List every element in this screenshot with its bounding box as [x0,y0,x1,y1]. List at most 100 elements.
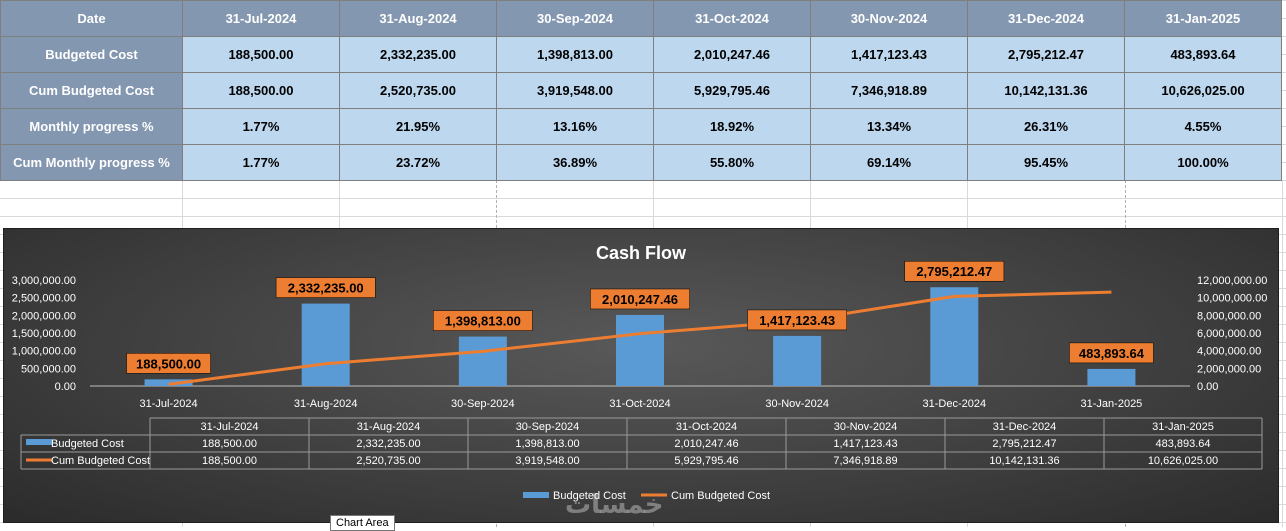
row-label[interactable]: Monthly progress % [0,108,183,145]
table-row: Cum Budgeted Cost 188,500.00 2,520,735.0… [0,72,1282,109]
table-cell[interactable]: 3,919,548.00 [496,72,654,109]
data-label-box [747,309,847,331]
table-cell[interactable]: 36.89% [496,144,654,181]
data-table-cell: 30-Nov-2024 [834,421,898,433]
data-table-cell: 3,919,548.00 [515,455,579,467]
x-tick-label: 31-Jan-2025 [1081,398,1143,410]
table-cell[interactable]: 69.14% [810,144,968,181]
data-table-cell: 31-Oct-2024 [676,421,737,433]
table-header-cell[interactable]: 30-Sep-2024 [496,0,654,37]
legend-key-bar [26,439,52,445]
table-cell[interactable]: 13.16% [496,108,654,145]
y2-tick-label: 6,000,000.00 [1197,328,1261,340]
table-cell[interactable]: 10,626,025.00 [1124,72,1282,109]
data-label-box [590,288,690,310]
legend-label: Cum Budgeted Cost [671,490,770,502]
table-cell[interactable]: 23.72% [339,144,497,181]
table-cell[interactable]: 1,398,813.00 [496,36,654,73]
table-cell[interactable]: 4.55% [1124,108,1282,145]
table-cell[interactable]: 1.77% [182,144,340,181]
x-tick-label: 31-Aug-2024 [294,398,358,410]
data-label: 2,010,247.46 [602,292,678,307]
table-header-cell[interactable]: 31-Aug-2024 [339,0,497,37]
table-cell[interactable]: 18.92% [653,108,811,145]
y-tick-label: 2,000,000.00 [12,310,76,322]
y-tick-label: 1,000,000.00 [12,346,76,358]
y2-tick-label: 0.00 [1197,381,1218,393]
chart-area[interactable]: Cash Flow 0.00 500,000.00 1,000,000.00 1,500… [3,228,1279,523]
table-row: Cum Monthly progress % 1.77% 23.72% 36.8… [0,144,1282,181]
table-cell[interactable]: 2,010,247.46 [653,36,811,73]
table-cell[interactable]: 100.00% [1124,144,1282,181]
row-label[interactable]: Budgeted Cost [0,36,183,73]
data-table-series-label: Budgeted Cost [51,438,124,450]
y2-tick-label: 10,000,000.00 [1197,293,1267,305]
table-cell[interactable]: 7,346,918.89 [810,72,968,109]
y-tick-label: 2,500,000.00 [12,293,76,305]
y-tick-label: 500,000.00 [21,363,76,375]
table-header-cell[interactable]: 31-Jan-2025 [1124,0,1282,37]
data-label: 1,417,123.43 [759,313,835,328]
x-tick-label: 30-Sep-2024 [451,398,515,410]
data-label-box [275,277,376,298]
table-cell[interactable]: 188,500.00 [182,72,340,109]
table-cell[interactable]: 188,500.00 [182,36,340,73]
table-header-cell[interactable]: 31-Oct-2024 [653,0,811,37]
data-table-cell: 1,398,813.00 [515,438,579,450]
table-cell[interactable]: 1.77% [182,108,340,145]
table-cell[interactable]: 95.45% [967,144,1125,181]
data-table-cell: 188,500.00 [202,438,257,450]
table-cell[interactable]: 10,142,131.36 [967,72,1125,109]
table-header-cell[interactable]: 31-Jul-2024 [182,0,340,37]
y2-tick-label: 2,000,000.00 [1197,363,1261,375]
table-row: Budgeted Cost 188,500.00 2,332,235.00 1,… [0,36,1282,73]
row-label[interactable]: Cum Budgeted Cost [0,72,183,109]
table-cell[interactable]: 13.34% [810,108,968,145]
cost-table: Date 31-Jul-2024 31-Aug-2024 30-Sep-2024… [0,0,1282,181]
table-cell[interactable]: 26.31% [967,108,1125,145]
y2-tick-label: 8,000,000.00 [1197,310,1261,322]
table-cell[interactable]: 55.80% [653,144,811,181]
data-label: 1,398,813.00 [445,314,521,329]
data-table-cell: 31-Jul-2024 [200,421,258,433]
table-cell[interactable]: 1,417,123.43 [810,36,968,73]
data-table-cell: 10,626,025.00 [1148,455,1218,467]
chart-area-tooltip: Chart Area [330,515,395,531]
y-tick-label: 1,500,000.00 [12,328,76,340]
data-table-cell: 2,520,735.00 [356,455,420,467]
data-table-cell: 31-Dec-2024 [993,421,1057,433]
data-label-box [433,310,533,331]
table-cell[interactable]: 2,332,235.00 [339,36,497,73]
data-label: 483,893.64 [1079,346,1145,361]
table-header-cell[interactable]: 31-Dec-2024 [967,0,1125,37]
bar [458,336,507,386]
bar [773,335,822,386]
data-table-cell: 10,142,131.36 [989,455,1059,467]
table-header-cell[interactable]: Date [0,0,183,37]
data-label-box [904,260,1005,282]
data-table-cell: 31-Jan-2025 [1152,421,1214,433]
table-cell[interactable]: 483,893.64 [1124,36,1282,73]
data-table-cell: 7,346,918.89 [833,455,897,467]
table-cell[interactable]: 21.95% [339,108,497,145]
data-label-box [1069,342,1154,364]
table-header-cell[interactable]: 30-Nov-2024 [810,0,968,37]
data-table-cell: 31-Aug-2024 [357,421,421,433]
table-cell[interactable]: 5,929,795.46 [653,72,811,109]
data-label: 2,332,235.00 [288,281,364,296]
data-label: 188,500.00 [136,356,201,371]
table-header-row: Date 31-Jul-2024 31-Aug-2024 30-Sep-2024… [0,0,1282,37]
data-table-cell: 1,417,123.43 [833,438,897,450]
data-label: 2,795,212.47 [916,264,992,279]
y-tick-label: 3,000,000.00 [12,275,76,287]
row-label[interactable]: Cum Monthly progress % [0,144,183,181]
cum-budgeted-cost-line [168,290,1112,386]
table-cell[interactable]: 2,795,212.47 [967,36,1125,73]
bar [144,379,193,386]
y2-tick-label: 4,000,000.00 [1197,346,1261,358]
data-label-box [126,353,211,374]
bar [301,303,350,386]
bar [1087,368,1136,386]
table-cell[interactable]: 2,520,735.00 [339,72,497,109]
data-table-cell: 2,795,212.47 [992,438,1056,450]
